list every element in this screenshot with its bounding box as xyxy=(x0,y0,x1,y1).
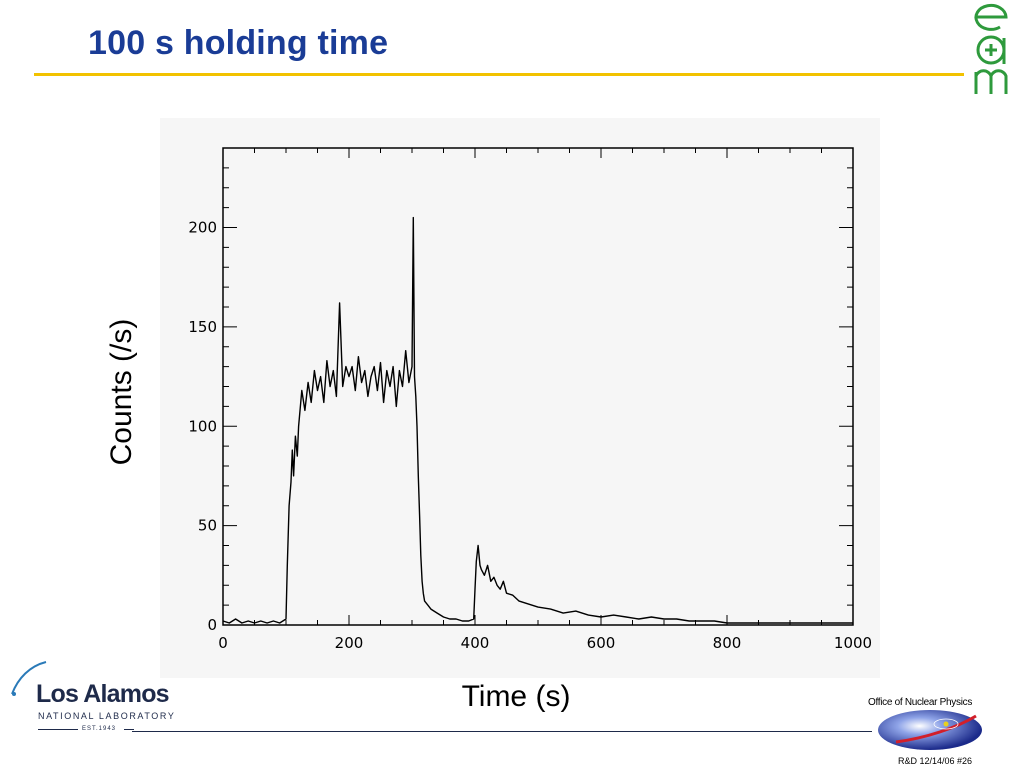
x-tick-label: 800 xyxy=(713,634,742,652)
est-rule-left xyxy=(38,729,78,730)
edm-logo-icon xyxy=(974,3,1008,94)
office-of-nuclear-physics-icon xyxy=(878,710,982,750)
slide-title: 100 s holding time xyxy=(88,24,389,62)
los-alamos-est: EST.1943 xyxy=(82,726,117,732)
title-underline xyxy=(34,73,964,76)
x-tick-label: 200 xyxy=(335,634,364,652)
office-label: Office of Nuclear Physics xyxy=(868,697,973,708)
y-tick-label: 150 xyxy=(188,318,217,336)
x-axis-label: Time (s) xyxy=(461,680,571,713)
slide-reference: R&D 12/14/06 #26 xyxy=(898,756,973,766)
y-tick-label: 100 xyxy=(188,417,217,435)
x-tick-label: 400 xyxy=(461,634,490,652)
est-rule-right xyxy=(124,729,134,730)
x-tick-label: 0 xyxy=(218,634,228,652)
y-axis-label: Counts (/s) xyxy=(105,318,138,466)
x-tick-label: 1000 xyxy=(834,634,872,652)
series-line-0 xyxy=(222,216,853,624)
y-tick-label: 0 xyxy=(207,616,217,634)
footer-rule xyxy=(132,731,872,732)
los-alamos-subtitle: NATIONAL LABORATORY xyxy=(38,711,176,721)
y-tick-label: 200 xyxy=(188,219,217,237)
plot-background xyxy=(160,118,880,678)
los-alamos-name: Los Alamos xyxy=(36,680,170,708)
x-tick-label: 600 xyxy=(587,634,616,652)
y-tick-label: 50 xyxy=(198,517,217,535)
los-alamos-swoosh-icon xyxy=(11,661,47,696)
